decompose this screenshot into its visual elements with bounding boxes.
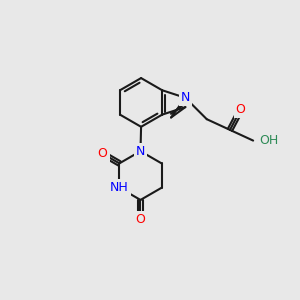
Text: O: O (236, 103, 246, 116)
Text: O: O (98, 147, 108, 160)
Text: NH: NH (110, 181, 129, 194)
Text: O: O (136, 213, 146, 226)
Text: OH: OH (260, 134, 279, 147)
Text: N: N (181, 91, 190, 104)
Text: N: N (136, 145, 145, 158)
